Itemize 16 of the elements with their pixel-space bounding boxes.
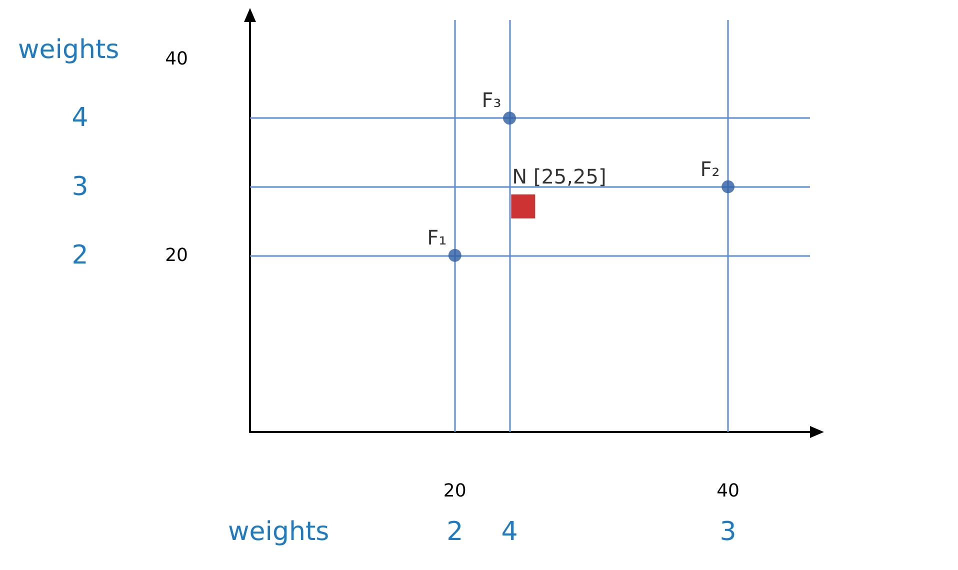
text: 2 bbox=[72, 240, 88, 270]
point bbox=[722, 180, 735, 194]
annotation: F₁ bbox=[427, 225, 447, 250]
text: 3 bbox=[720, 517, 736, 547]
annotation: F₂ bbox=[700, 156, 720, 181]
text: weights bbox=[18, 35, 120, 65]
text: weights bbox=[228, 517, 330, 547]
annotation: N [25,25] bbox=[512, 164, 606, 188]
annotation: F₃ bbox=[482, 88, 502, 112]
text: 2 bbox=[446, 517, 464, 547]
point bbox=[448, 248, 462, 262]
point bbox=[511, 194, 536, 218]
text: 4 bbox=[72, 103, 88, 134]
text: 3 bbox=[72, 172, 88, 202]
point bbox=[503, 112, 516, 125]
text: 4 bbox=[501, 517, 518, 547]
